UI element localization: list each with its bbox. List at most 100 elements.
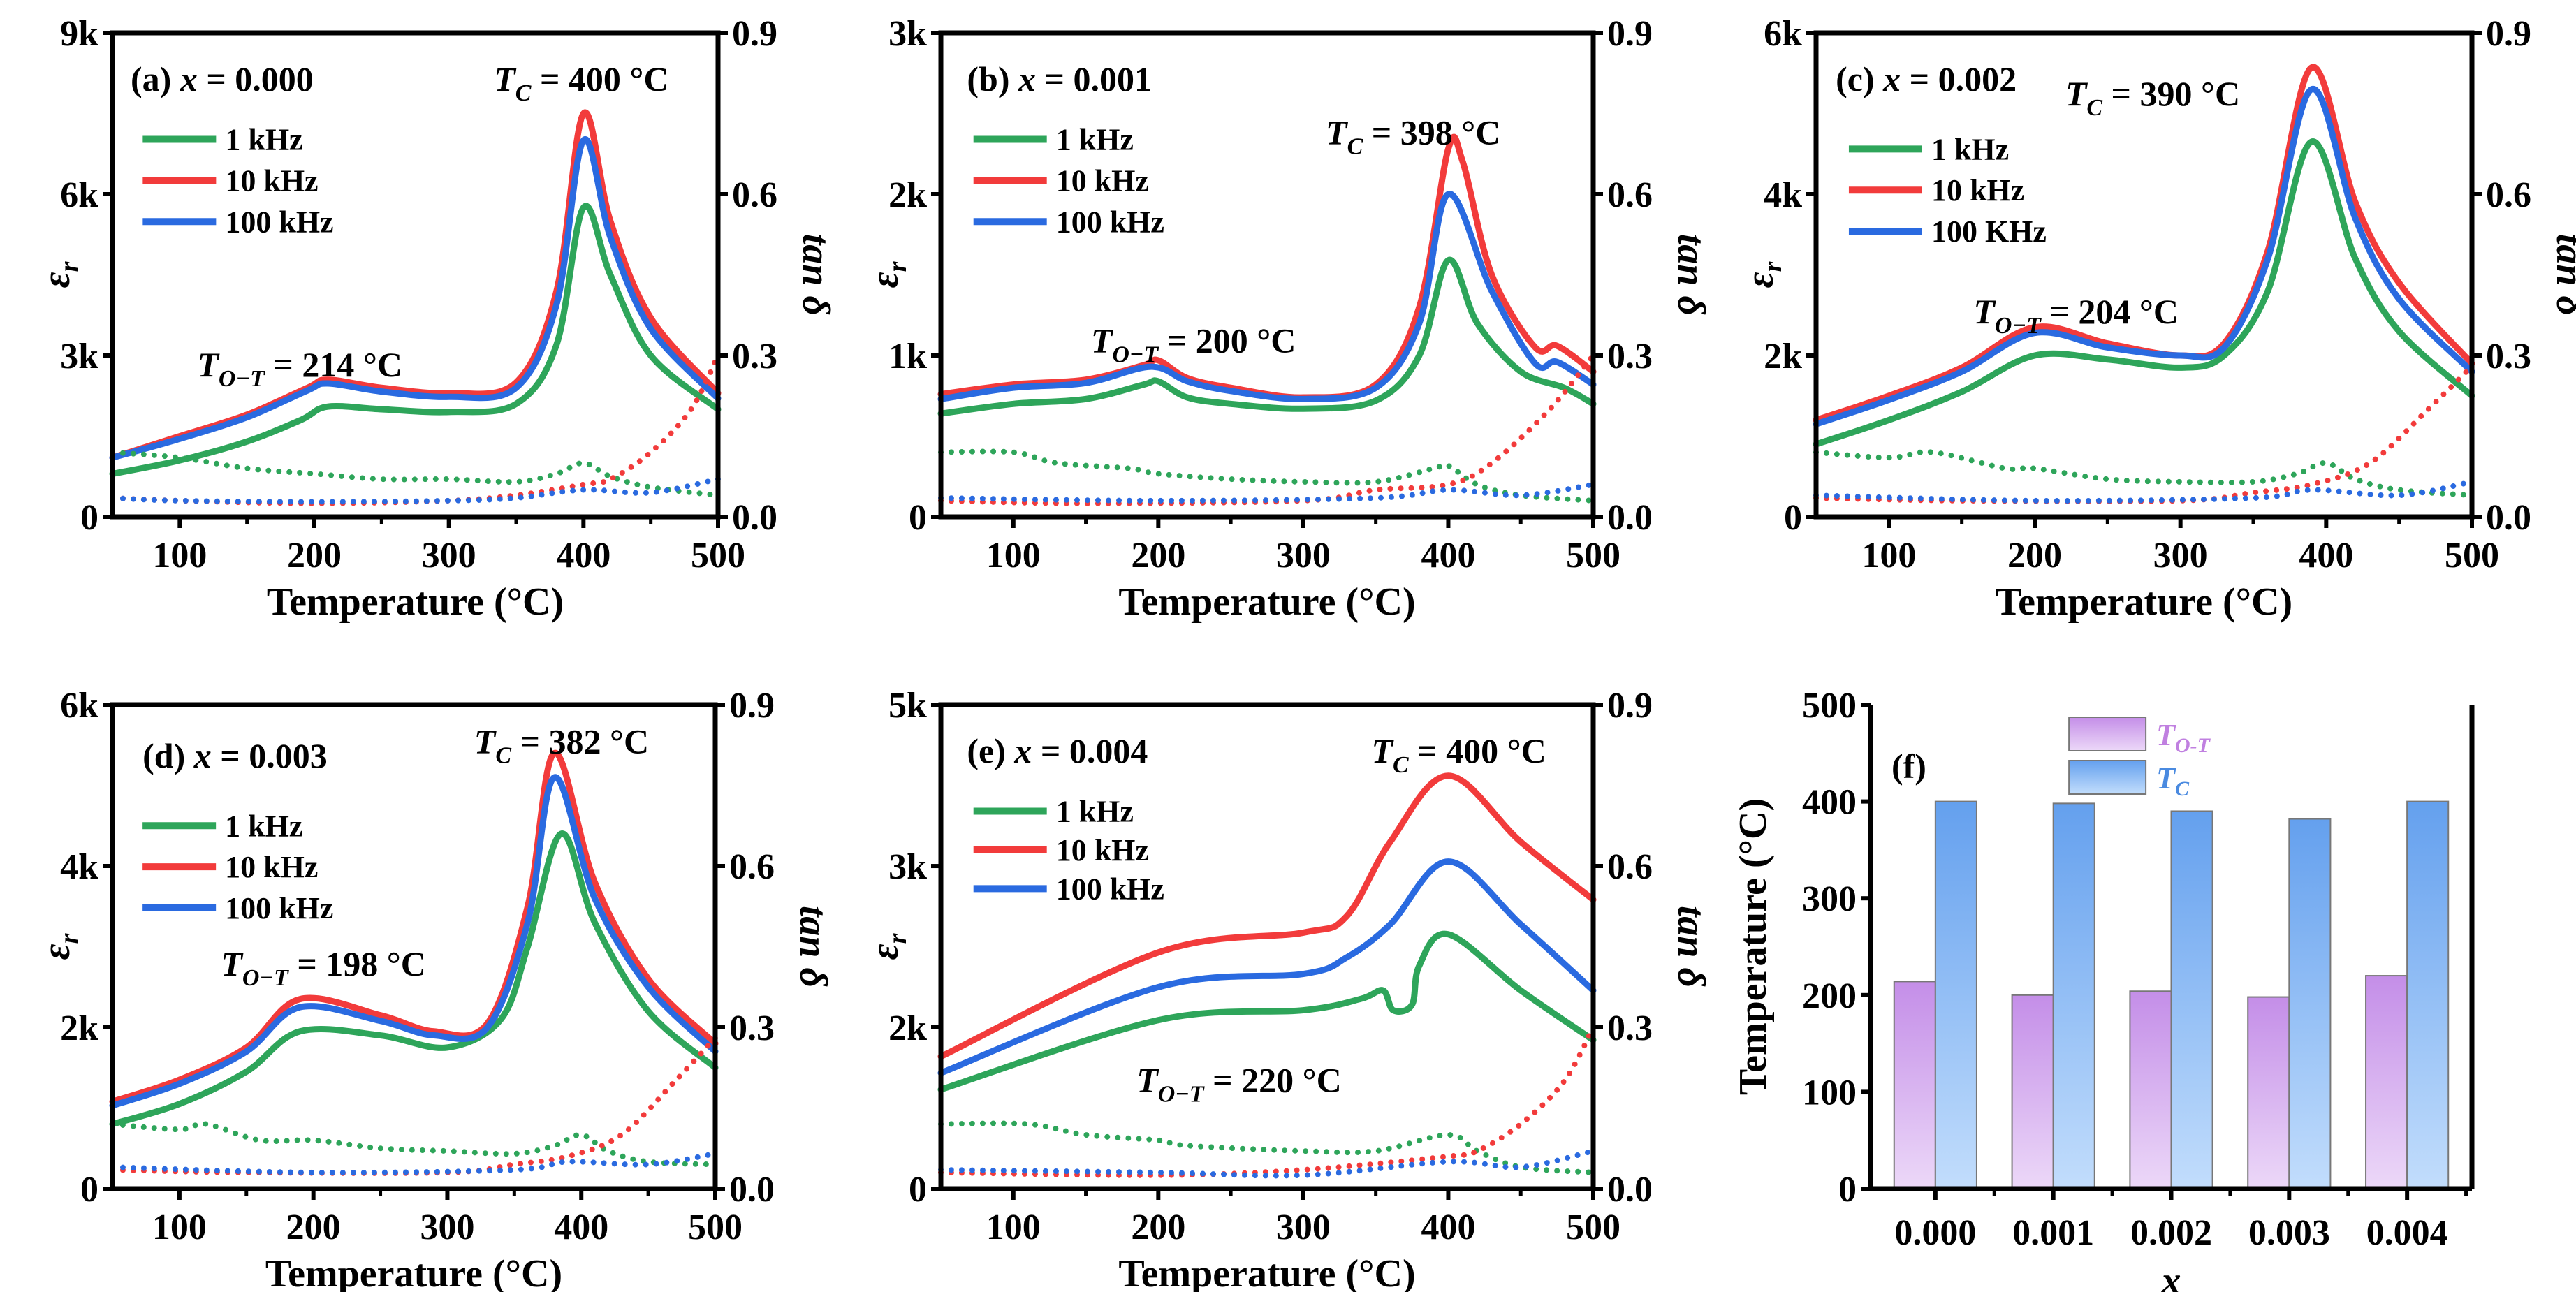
panel-label: (b) x = 0.001 (967, 59, 1152, 98)
y2-axis-title: tan δ (1669, 234, 1713, 316)
subscript: r (54, 260, 84, 272)
x-tick-label: 200 (286, 1207, 341, 1247)
x-tick-label: 100 (986, 1207, 1041, 1247)
legend-label: 100 kHz (1056, 205, 1164, 239)
transition-temperature-label: TO−T = 200 °C (1091, 321, 1296, 367)
text-part: = 200 °C (1158, 321, 1296, 360)
text-part: = 390 °C (2102, 74, 2240, 113)
legend-label: 10 kHz (1056, 833, 1149, 867)
text-part: (d) (142, 736, 194, 775)
loss-curve-2 (938, 481, 1596, 504)
y2-tick-label: 0.0 (729, 1170, 775, 1210)
x-tick-label: 500 (2445, 536, 2499, 575)
x-tick-label: 500 (1566, 536, 1620, 575)
y2-tick-label: 0.3 (732, 337, 777, 376)
permittivity-curve-2 (109, 135, 722, 461)
x-axis-title: Temperature (°C) (1118, 580, 1415, 624)
x-tick-label: 300 (2153, 536, 2208, 575)
legend-label: TO-T (2156, 718, 2211, 757)
x-tick-label: 300 (1276, 536, 1331, 575)
legend-label: 10 kHz (1931, 173, 2024, 207)
text-part: T (1326, 112, 1349, 152)
x-axis-title: Temperature (°C) (1118, 1252, 1415, 1292)
y-axis-title: εr (1739, 260, 1787, 288)
curie-temperature-label: TC = 398 °C (1326, 112, 1500, 159)
permittivity-curve-2 (1813, 86, 2475, 427)
plot-frame (1813, 30, 2475, 520)
y-axis-title: Temperature (°C) (1732, 798, 1775, 1095)
legend-label: 100 kHz (225, 891, 333, 925)
panel-a: 100 200 300 400 500 0 3k 6k 9k 0.0 0.3 0.6 0.9 Temper… (35, 14, 837, 624)
text-part: O−T (1158, 1081, 1205, 1107)
y-tick-label: 2k (60, 1008, 98, 1048)
bar-t-c-0.001 (2052, 802, 2095, 1189)
y2-tick-label: 0.0 (732, 498, 777, 538)
x-tick-label: 100 (152, 536, 207, 575)
x-tick-label: 400 (1421, 536, 1475, 575)
panel-d: 100 200 300 400 500 0 2k 4k 6k 0.0 0.3 0.6 0.9 Temper… (35, 686, 835, 1292)
x-tick-label: 500 (688, 1207, 742, 1247)
text-part: = 0.000 (198, 59, 314, 98)
bar-t-ot-0.002 (2129, 990, 2172, 1189)
x-tick-label: 400 (556, 536, 610, 575)
permittivity-curve-0 (109, 203, 722, 477)
transition-temperature-label: TO−T = 214 °C (197, 345, 402, 392)
y-axis-title: εr (35, 260, 84, 288)
text-part: C (2175, 777, 2190, 800)
y-tick-label: 400 (1802, 783, 1857, 823)
text-part: T (197, 345, 220, 384)
y2-tick-label: 0.9 (1607, 14, 1653, 54)
y-tick-label: 1k (888, 337, 927, 376)
y-tick-label: 3k (888, 847, 927, 887)
plot-frame (110, 30, 721, 520)
y-axis-title: εr (863, 932, 912, 960)
text-part: x (1013, 731, 1032, 770)
curie-temperature-label: TC = 382 °C (474, 721, 649, 768)
text-part: C (1393, 752, 1409, 778)
y2-tick-label: 0.6 (1607, 847, 1653, 887)
loss-curve-2 (1813, 478, 2475, 504)
panel-label: (c) x = 0.002 (1836, 59, 2017, 98)
text-part: T (494, 59, 517, 98)
text-part: = 0.002 (1901, 59, 2017, 98)
text-part: = 204 °C (2041, 292, 2179, 331)
y2-axis-title: tan δ (1669, 906, 1713, 988)
y-tick-label: 2k (1764, 337, 1802, 376)
y2-tick-label: 0.3 (729, 1008, 775, 1048)
transition-temperature-label: TO−T = 204 °C (1973, 292, 2179, 339)
legend-label: 1 kHz (225, 122, 302, 156)
x-tick-label: 500 (691, 536, 745, 575)
permittivity-curve-0 (109, 830, 719, 1128)
panel-label: (d) x = 0.003 (142, 736, 328, 775)
loss-curve-1 (938, 1025, 1596, 1178)
panel-label: (f) (1891, 747, 1926, 786)
panel-e: 100 200 300 400 500 0 2k 3k 5k 0.0 0.3 0.6 0.9 Temper… (863, 686, 1713, 1292)
x-tick-label: 400 (1421, 1207, 1475, 1247)
y-tick-label: 2k (888, 175, 927, 215)
x-axis-title: Temperature (°C) (1996, 580, 2292, 624)
text-part: T (2156, 718, 2176, 752)
curie-temperature-label: TC = 400 °C (494, 59, 668, 106)
loss-curve-2 (110, 476, 721, 505)
text-part: C (515, 80, 532, 106)
y2-axis-title: tan δ (2548, 234, 2576, 316)
panel-label: (e) x = 0.004 (967, 731, 1148, 770)
y-tick-label: 4k (1764, 175, 1802, 215)
bar-t-c-0.003 (2288, 818, 2332, 1189)
y-tick-label: 0 (909, 1170, 927, 1210)
y2-tick-label: 0.6 (1607, 175, 1653, 215)
y-tick-label: 0 (80, 1170, 98, 1210)
epsilon-symbol: ε (35, 944, 78, 960)
legend-label: 1 kHz (1931, 132, 2009, 166)
panel-c: 100 200 300 400 500 0 2k 4k 6k 0.0 0.3 0.6 0.9 Temper… (1739, 14, 2576, 624)
y2-tick-label: 0.6 (2486, 175, 2531, 215)
text-part: x (193, 736, 212, 775)
text-part: O−T (219, 366, 265, 392)
y2-tick-label: 0.9 (2486, 14, 2531, 54)
legend-label: 1 kHz (1056, 122, 1134, 156)
text-part: = 400 °C (1409, 731, 1546, 770)
permittivity-curve-1 (937, 772, 1597, 1060)
panel-f: 0.000 0.001 0.002 0.003 0.004 0 100 200 300 400 50… (1732, 686, 2475, 1292)
legend-label: 1 kHz (1056, 794, 1134, 828)
bar-t-ot-0.001 (2011, 994, 2054, 1190)
